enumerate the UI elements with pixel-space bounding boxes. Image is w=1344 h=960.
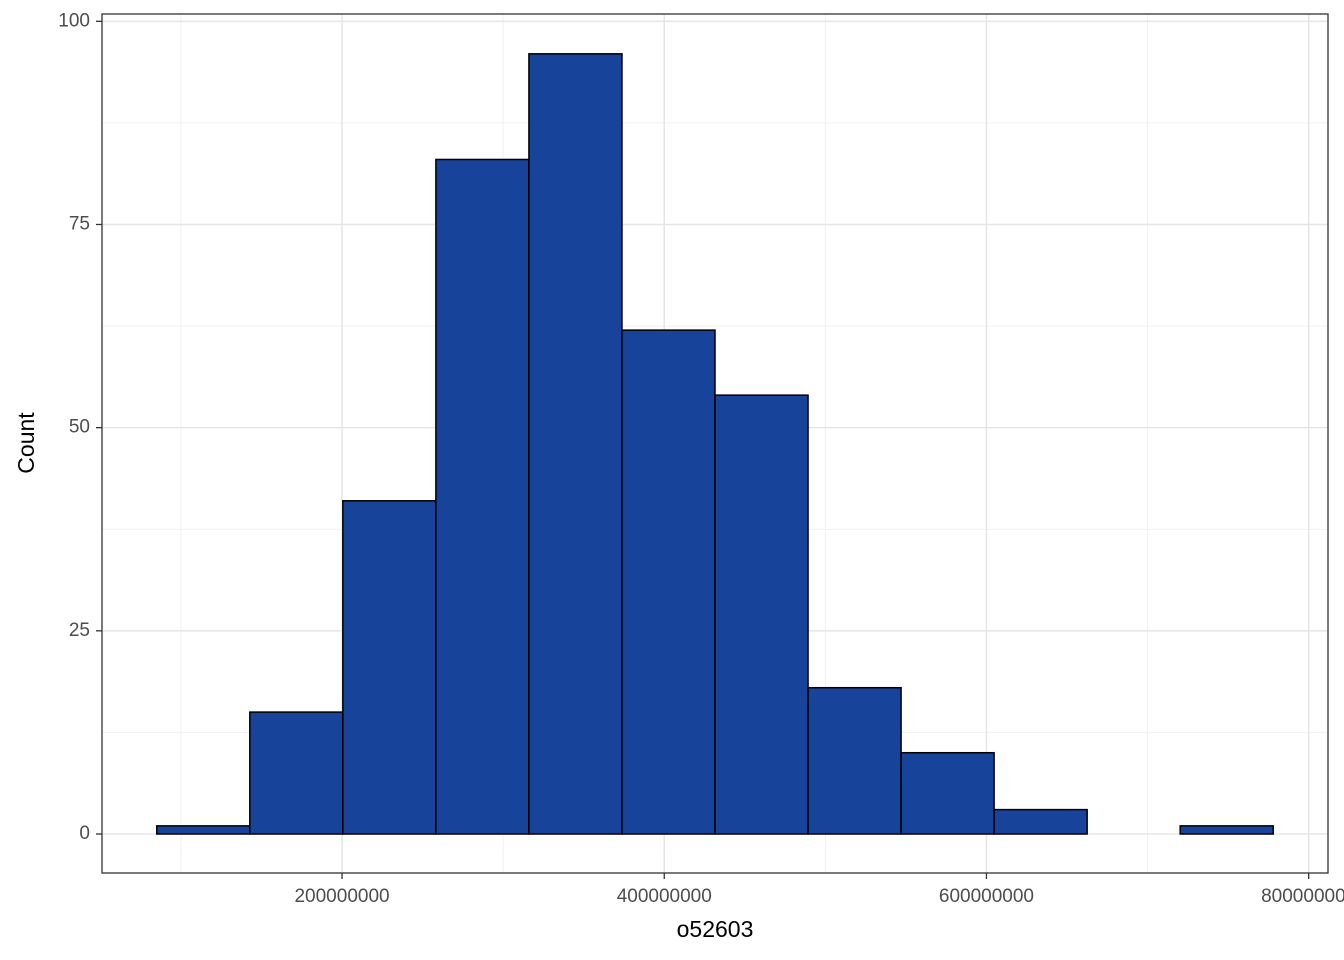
y-tick-label: 0: [79, 823, 90, 844]
x-axis-title: o52603: [677, 916, 754, 942]
x-tick-label: 600000000: [939, 886, 1034, 907]
bar: [528, 53, 623, 835]
y-tick-label: 25: [69, 620, 90, 641]
panel-border: [101, 13, 1329, 874]
bar: [435, 158, 530, 835]
y-tick-label: 50: [69, 417, 90, 438]
bars: [156, 53, 1274, 835]
bar: [807, 686, 902, 835]
bar: [621, 329, 716, 835]
y-axis-title: Count: [13, 412, 39, 474]
x-tick-label: 200000000: [294, 886, 389, 907]
x-tick-label: 400000000: [617, 886, 712, 907]
y-tick-label: 100: [58, 10, 90, 31]
bar: [993, 808, 1088, 835]
bar: [1179, 825, 1274, 835]
bar: [342, 500, 437, 835]
bar: [714, 394, 809, 835]
bar: [900, 751, 995, 835]
y-tick-label: 75: [69, 213, 90, 234]
bar: [249, 711, 344, 835]
bar: [156, 825, 251, 835]
